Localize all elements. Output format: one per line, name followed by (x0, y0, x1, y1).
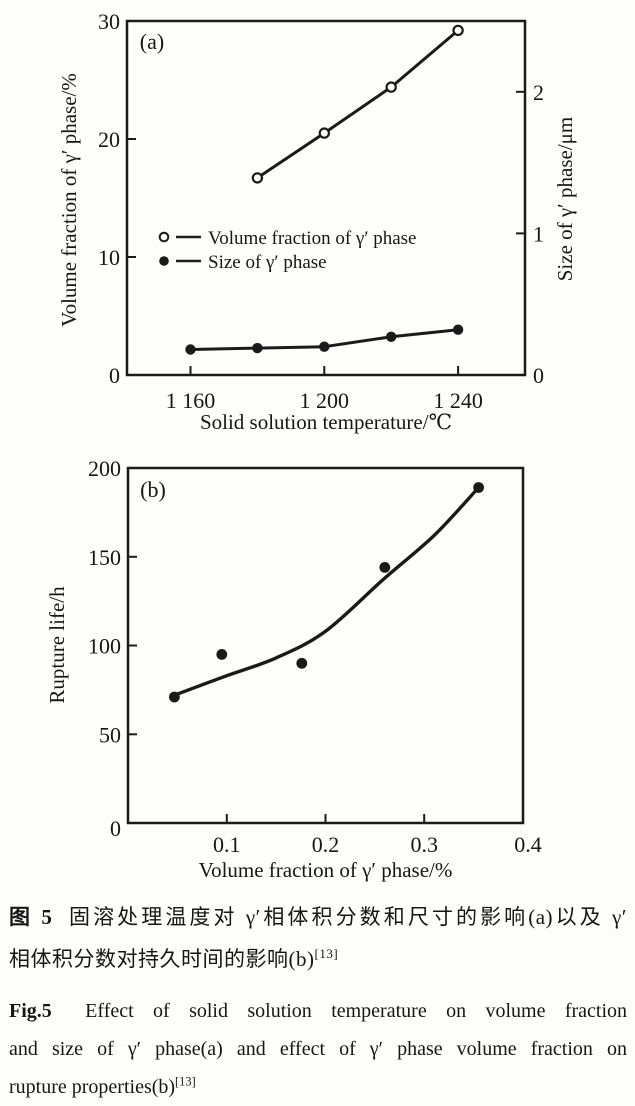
data-point-filled-circle (296, 657, 308, 669)
y-tick-label-left: 10 (98, 245, 120, 270)
x-tick-label: 0.1 (213, 832, 241, 857)
x-axis-title: Solid solution temperature/℃ (200, 410, 452, 434)
y-axis-title: Rupture life/h (45, 586, 69, 704)
y-tick-label-left: 30 (98, 9, 120, 34)
y-tick-label-right: 1 (533, 221, 544, 246)
plot-box (125, 19, 527, 377)
legend-label: Volume fraction of γ′ phase (208, 228, 416, 249)
figure-number-zh: 图 5 (9, 905, 53, 929)
caption-zh-line2: 相体积分数对持久时间的影响(b)[13] (9, 938, 627, 980)
y-tick-label: 100 (88, 634, 121, 659)
reference-superscript-en: [13] (175, 1074, 196, 1089)
y-tick-label-left: 20 (98, 127, 120, 152)
data-point-filled-circle (319, 341, 330, 352)
x-axis-title: Volume fraction of γ′ phase/% (199, 858, 453, 882)
x-tick-label: 0.3 (410, 832, 438, 857)
data-point-open-circle (251, 172, 264, 184)
x-tick-label: 0.2 (312, 832, 340, 857)
panel-label-b: (b) (140, 477, 166, 502)
y-tick-label-right: 0 (533, 363, 544, 388)
x-tick-label: 1 240 (433, 388, 483, 413)
data-point-filled-circle (452, 324, 464, 335)
x-tick-label: 1 160 (166, 388, 216, 413)
caption-zh-line1: 图 5 固溶处理温度对 γ′相体积分数和尺寸的影响(a)以及 γ′ (9, 896, 627, 938)
y-tick-label: 150 (88, 545, 121, 570)
caption-en-line3: rupture properties(b)[13] (9, 1068, 627, 1106)
y-tick-label: 0 (110, 816, 121, 841)
caption-zh-text2: 相体积分数对持久时间的影响(b) (9, 947, 315, 971)
legend-label: Size of γ′ phase (208, 252, 327, 273)
series-volume-fraction (251, 24, 464, 184)
chart-a: 1 160 1 200 1 240 0 10 20 30 0 1 2 Solid solution … (57, 9, 577, 434)
y-axis-title-right: Size of γ′ phase/μm (553, 117, 577, 282)
caption-en-text2: and size of γ′ phase(a) and effect of γ′… (9, 1038, 627, 1060)
figure-canvas: 1 160 1 200 1 240 0 10 20 30 0 1 2 Solid solution … (45, 9, 577, 882)
y-tick-label-right: 2 (533, 80, 544, 105)
data-point-filled-circle (379, 562, 391, 573)
caption-english: Fig.5 Effect of solid solution temperatu… (9, 992, 627, 1106)
data-point-filled-circle (473, 482, 484, 493)
caption-en-line2: and size of γ′ phase(a) and effect of γ′… (9, 1030, 627, 1068)
chart-b: 0.1 0.2 0.3 0.4 0 50 100 150 200 Volume fraction … (45, 456, 542, 882)
series-size (185, 324, 464, 355)
caption-en-text1: Effect of solid solution temperature on … (85, 1000, 628, 1022)
figure-captions: 图 5 固溶处理温度对 γ′相体积分数和尺寸的影响(a)以及 γ′ 相体积分数对持… (9, 896, 627, 1106)
caption-en-line1: Fig.5 Effect of solid solution temperatu… (9, 992, 627, 1030)
plot-box (126, 466, 525, 825)
data-point-open-circle (318, 127, 330, 139)
y-axis-title-left: Volume fraction of γ′ phase/% (57, 73, 81, 327)
y-tick-label: 50 (99, 722, 121, 747)
data-point-filled-circle (216, 649, 228, 660)
caption-en-text3: rupture properties(b) (9, 1076, 176, 1098)
legend: Volume fraction of γ′ phase Size of γ′ ph… (158, 228, 416, 273)
x-tick-label: 1 200 (300, 388, 350, 413)
y-tick-label: 200 (88, 456, 121, 481)
caption-zh-text1: 固溶处理温度对 γ′相体积分数和尺寸的影响(a)以及 γ′ (66, 905, 627, 929)
trend-curve (172, 485, 481, 697)
data-point-filled-circle (169, 691, 180, 703)
panel-label-a: (a) (140, 29, 164, 54)
legend-marker-open-circle (158, 231, 170, 243)
data-point-open-circle (385, 81, 397, 93)
data-point-filled-circle (185, 344, 196, 355)
data-point-open-circle (452, 24, 464, 37)
x-tick-label: 0.4 (514, 832, 542, 857)
figure-number-en: Fig.5 (9, 1000, 52, 1022)
y-tick-label-left: 0 (109, 363, 120, 388)
data-point-filled-circle (252, 342, 263, 354)
legend-marker-filled-circle (159, 256, 169, 266)
data-point-filled-circle (386, 331, 397, 342)
series-line (255, 28, 460, 180)
reference-superscript-zh: [13] (314, 946, 339, 961)
